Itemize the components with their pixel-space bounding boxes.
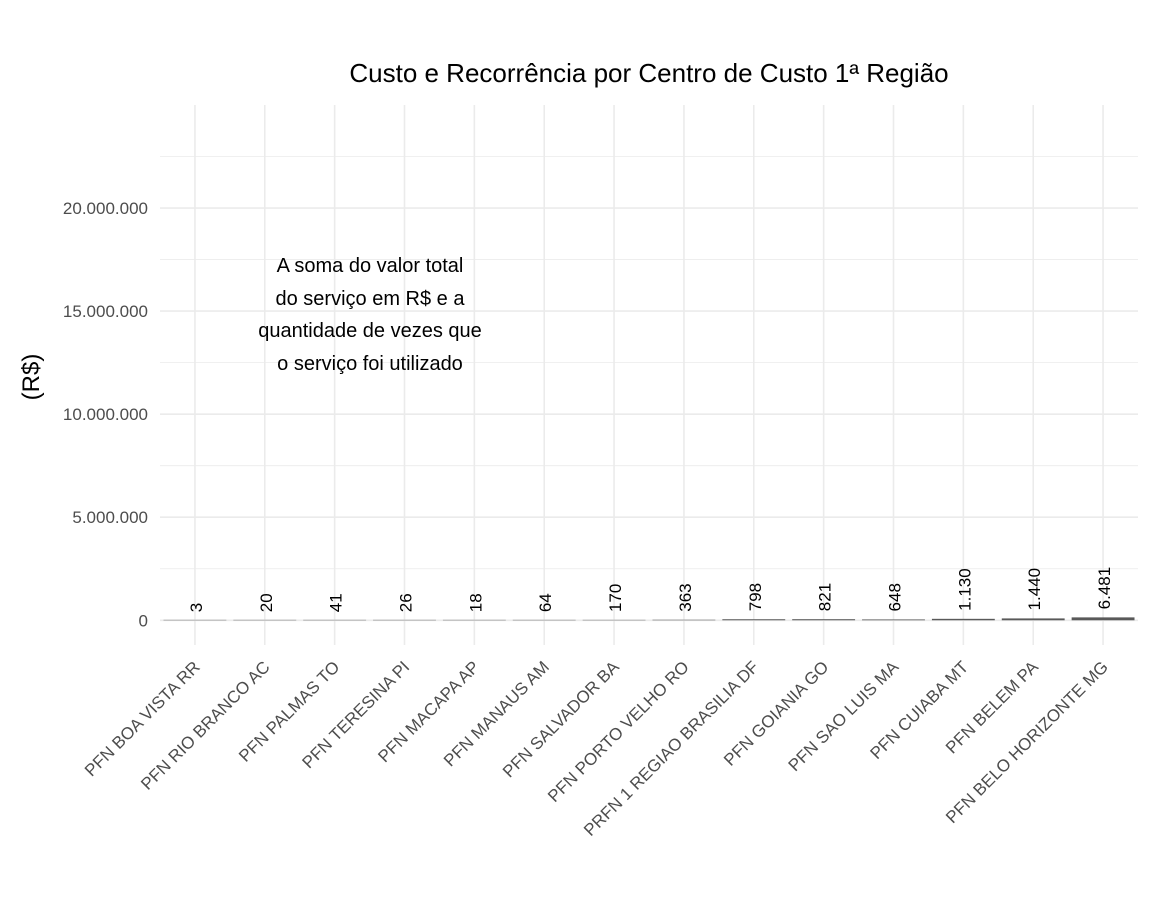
annotation-line: do serviço em R$ e a	[275, 287, 465, 310]
bar	[792, 619, 856, 621]
data-labels: 3 20 41 26 18 64 170 363 798 821 648 1.130 1.440 6.48…	[187, 567, 1114, 612]
annotation-line: o serviço foi utilizado	[277, 352, 463, 375]
bar	[1001, 618, 1065, 621]
data-label: 6.481	[1095, 567, 1114, 610]
data-label: 363	[676, 583, 695, 611]
bars	[163, 617, 1135, 621]
data-label: 170	[606, 584, 625, 612]
bar	[652, 619, 716, 621]
x-tick-label: PFN BOA VISTA RR	[81, 657, 204, 780]
data-label: 1.440	[1025, 568, 1044, 611]
data-label: 18	[466, 593, 485, 612]
data-label: 41	[327, 593, 346, 612]
y-tick-label: 10.000.000	[63, 405, 148, 424]
annotation-line: A soma do valor total	[276, 255, 464, 277]
data-label: 798	[746, 583, 765, 611]
y-axis-ticks: 0 5.000.000 10.000.000 15.000.000 20.000.000	[63, 199, 148, 630]
chart-annotation: A soma do valor total do serviço em R$ e…	[258, 250, 482, 380]
x-tick-label: PFN PORTO VELHO RO	[544, 657, 693, 806]
data-label: 1.130	[955, 568, 974, 611]
y-tick-label: 20.000.000	[63, 199, 148, 218]
bar	[722, 619, 786, 621]
bar	[931, 618, 995, 621]
data-label: 26	[397, 593, 416, 612]
annotation-line: quantidade de vezes que	[258, 320, 482, 342]
x-tick-label: PFN SALVADOR BA	[499, 657, 623, 781]
y-tick-label: 0	[139, 611, 148, 630]
data-label: 648	[886, 583, 905, 611]
data-label: 3	[187, 603, 206, 612]
data-label: 821	[816, 583, 835, 611]
chart-title: Custo e Recorrência por Centro de Custo …	[349, 58, 949, 88]
y-tick-label: 15.000.000	[63, 302, 148, 321]
bar	[862, 619, 925, 621]
x-tick-label: PFN RIO BRANCO AC	[137, 657, 273, 793]
data-label: 64	[536, 593, 555, 612]
data-label: 20	[257, 593, 276, 612]
y-axis-title: (R$)	[18, 353, 45, 401]
bar	[1071, 617, 1135, 621]
y-tick-label: 5.000.000	[72, 508, 148, 527]
